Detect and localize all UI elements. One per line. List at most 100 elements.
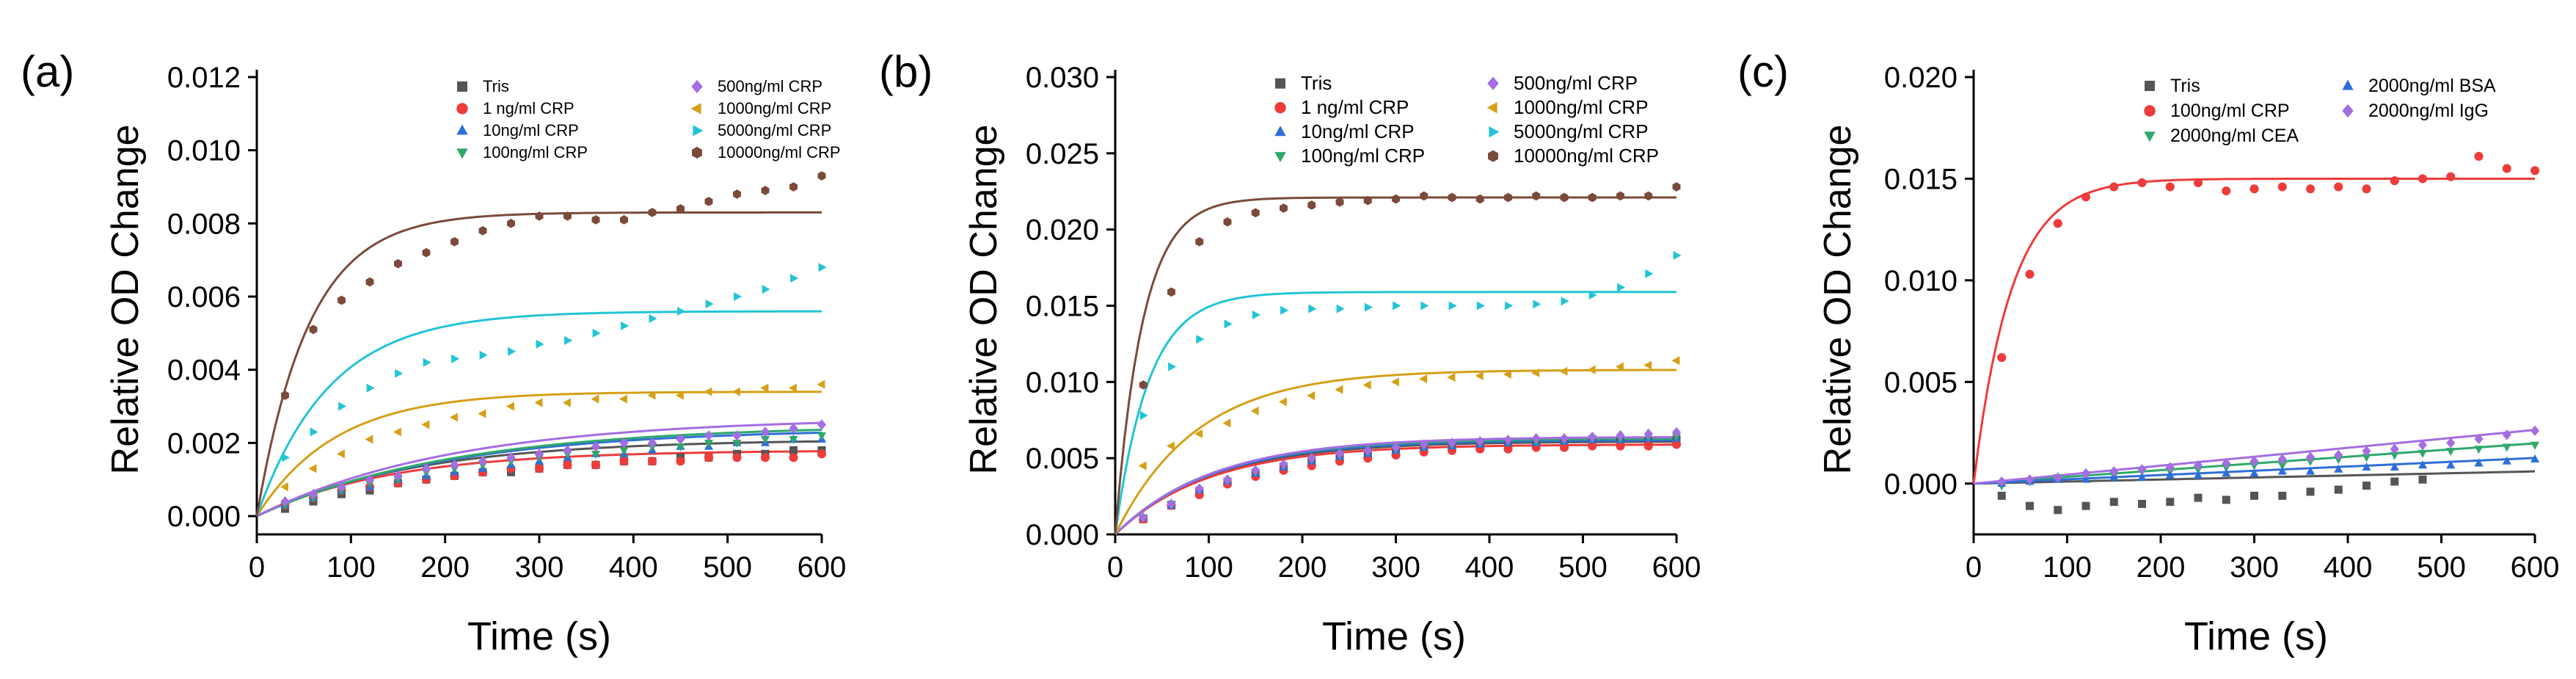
data-point	[2418, 460, 2428, 469]
data-point	[1997, 476, 2007, 487]
data-point	[1168, 362, 1177, 371]
y-tick-label: 0.006	[167, 281, 241, 313]
data-point	[676, 457, 685, 466]
series-2000ng/ml-igg	[1997, 425, 2540, 487]
series-tris	[1997, 475, 2427, 515]
data-point	[789, 436, 798, 445]
data-point	[1588, 441, 1597, 451]
data-point	[2530, 425, 2540, 436]
data-point	[1644, 191, 1653, 201]
data-point	[2081, 468, 2091, 479]
data-point	[1504, 192, 1512, 203]
series-500ng/ml-crp	[280, 419, 827, 507]
data-point	[281, 391, 289, 400]
legend-marker	[1274, 152, 1286, 163]
data-point	[1166, 441, 1175, 451]
data-point	[2418, 440, 2428, 451]
data-point	[1335, 197, 1344, 207]
data-point	[2305, 466, 2316, 475]
data-point	[789, 453, 798, 462]
data-point	[2362, 482, 2371, 490]
data-point	[564, 335, 573, 345]
data-point	[619, 437, 629, 449]
legend-marker	[456, 103, 468, 115]
y-tick-label: 0.002	[167, 427, 241, 460]
series-10000ng/ml-crp	[1139, 182, 1681, 390]
fit-line-5000ng/ml-crp	[255, 310, 822, 517]
data-point	[1251, 208, 1260, 218]
y-axis-label-a: Relative OD Change	[104, 125, 147, 475]
data-point	[2390, 477, 2399, 486]
legend-label: 1000ng/ml CRP	[1514, 96, 1649, 118]
data-point	[1475, 436, 1485, 447]
data-point	[1645, 269, 1654, 278]
data-point	[2446, 460, 2456, 469]
x-tick-label: 100	[1184, 551, 1233, 584]
data-point	[1223, 217, 1232, 227]
data-point	[338, 402, 347, 411]
data-point	[2277, 454, 2287, 465]
data-point	[2166, 498, 2175, 506]
data-point	[2390, 443, 2399, 454]
legend-marker	[2342, 79, 2354, 90]
legend: Tris 100ng/ml CRP 2000ng/ml CEA 2000ng/ml B…	[2144, 76, 2496, 146]
data-point	[1419, 374, 1428, 384]
data-point	[676, 434, 685, 445]
data-point	[760, 436, 770, 445]
data-point	[704, 440, 714, 448]
data-point	[731, 387, 740, 396]
data-point	[506, 452, 516, 463]
data-point	[619, 457, 629, 466]
y-tick-label: 0.030	[1026, 62, 1099, 94]
data-point	[760, 453, 770, 462]
legend-label: Tris	[2170, 76, 2200, 96]
panel-c: (c) Relative OD Change Time (s)	[1737, 47, 2328, 658]
data-point	[1280, 305, 1289, 315]
data-point	[2362, 184, 2371, 194]
series-1000ng/ml-crp	[1138, 356, 1680, 471]
data-point	[2137, 464, 2147, 475]
data-point	[1643, 428, 1653, 440]
data-point	[2250, 184, 2259, 194]
legend-marker	[1275, 78, 1285, 89]
data-point	[365, 277, 374, 287]
legend-marker	[2144, 105, 2156, 117]
y-tick-label: 0.010	[1026, 366, 1099, 399]
data-point	[2446, 172, 2456, 181]
data-point	[1224, 319, 1233, 329]
data-point	[760, 426, 770, 437]
data-point	[1139, 410, 1148, 421]
data-point	[1615, 362, 1624, 371]
data-point	[1505, 301, 1514, 311]
data-point	[2390, 462, 2399, 471]
y-tick-label: 0.010	[167, 135, 241, 167]
data-point	[365, 474, 375, 485]
data-point	[2165, 471, 2175, 479]
y-tick-label: 0.004	[167, 355, 241, 387]
data-point	[1447, 373, 1456, 382]
data-point	[704, 453, 714, 462]
data-point	[478, 456, 488, 467]
data-point	[1531, 433, 1541, 444]
legend-label: 2000ng/ml BSA	[2368, 76, 2496, 96]
data-point	[817, 449, 827, 459]
data-point	[647, 391, 656, 400]
y-tick-label: 0.025	[1026, 138, 1099, 170]
data-point	[732, 440, 742, 448]
legend-marker	[456, 124, 468, 135]
series-100ng/ml-crp	[1997, 151, 2540, 363]
data-point	[1279, 459, 1288, 470]
data-point	[449, 413, 458, 422]
data-point	[1616, 191, 1624, 201]
data-point	[2362, 446, 2371, 457]
y-tick-label: 0.012	[167, 62, 241, 94]
data-point	[1588, 290, 1597, 300]
chart-b: 0 100 200 300 400 500 600 0.000 0.005 0.010 0.015 0…	[1026, 62, 1701, 584]
data-point	[1307, 200, 1316, 210]
data-point	[1419, 439, 1429, 450]
data-point	[1643, 441, 1653, 451]
data-point	[817, 419, 827, 430]
x-tick-label: 400	[609, 551, 658, 584]
data-point	[1560, 192, 1569, 203]
data-point	[395, 368, 404, 378]
